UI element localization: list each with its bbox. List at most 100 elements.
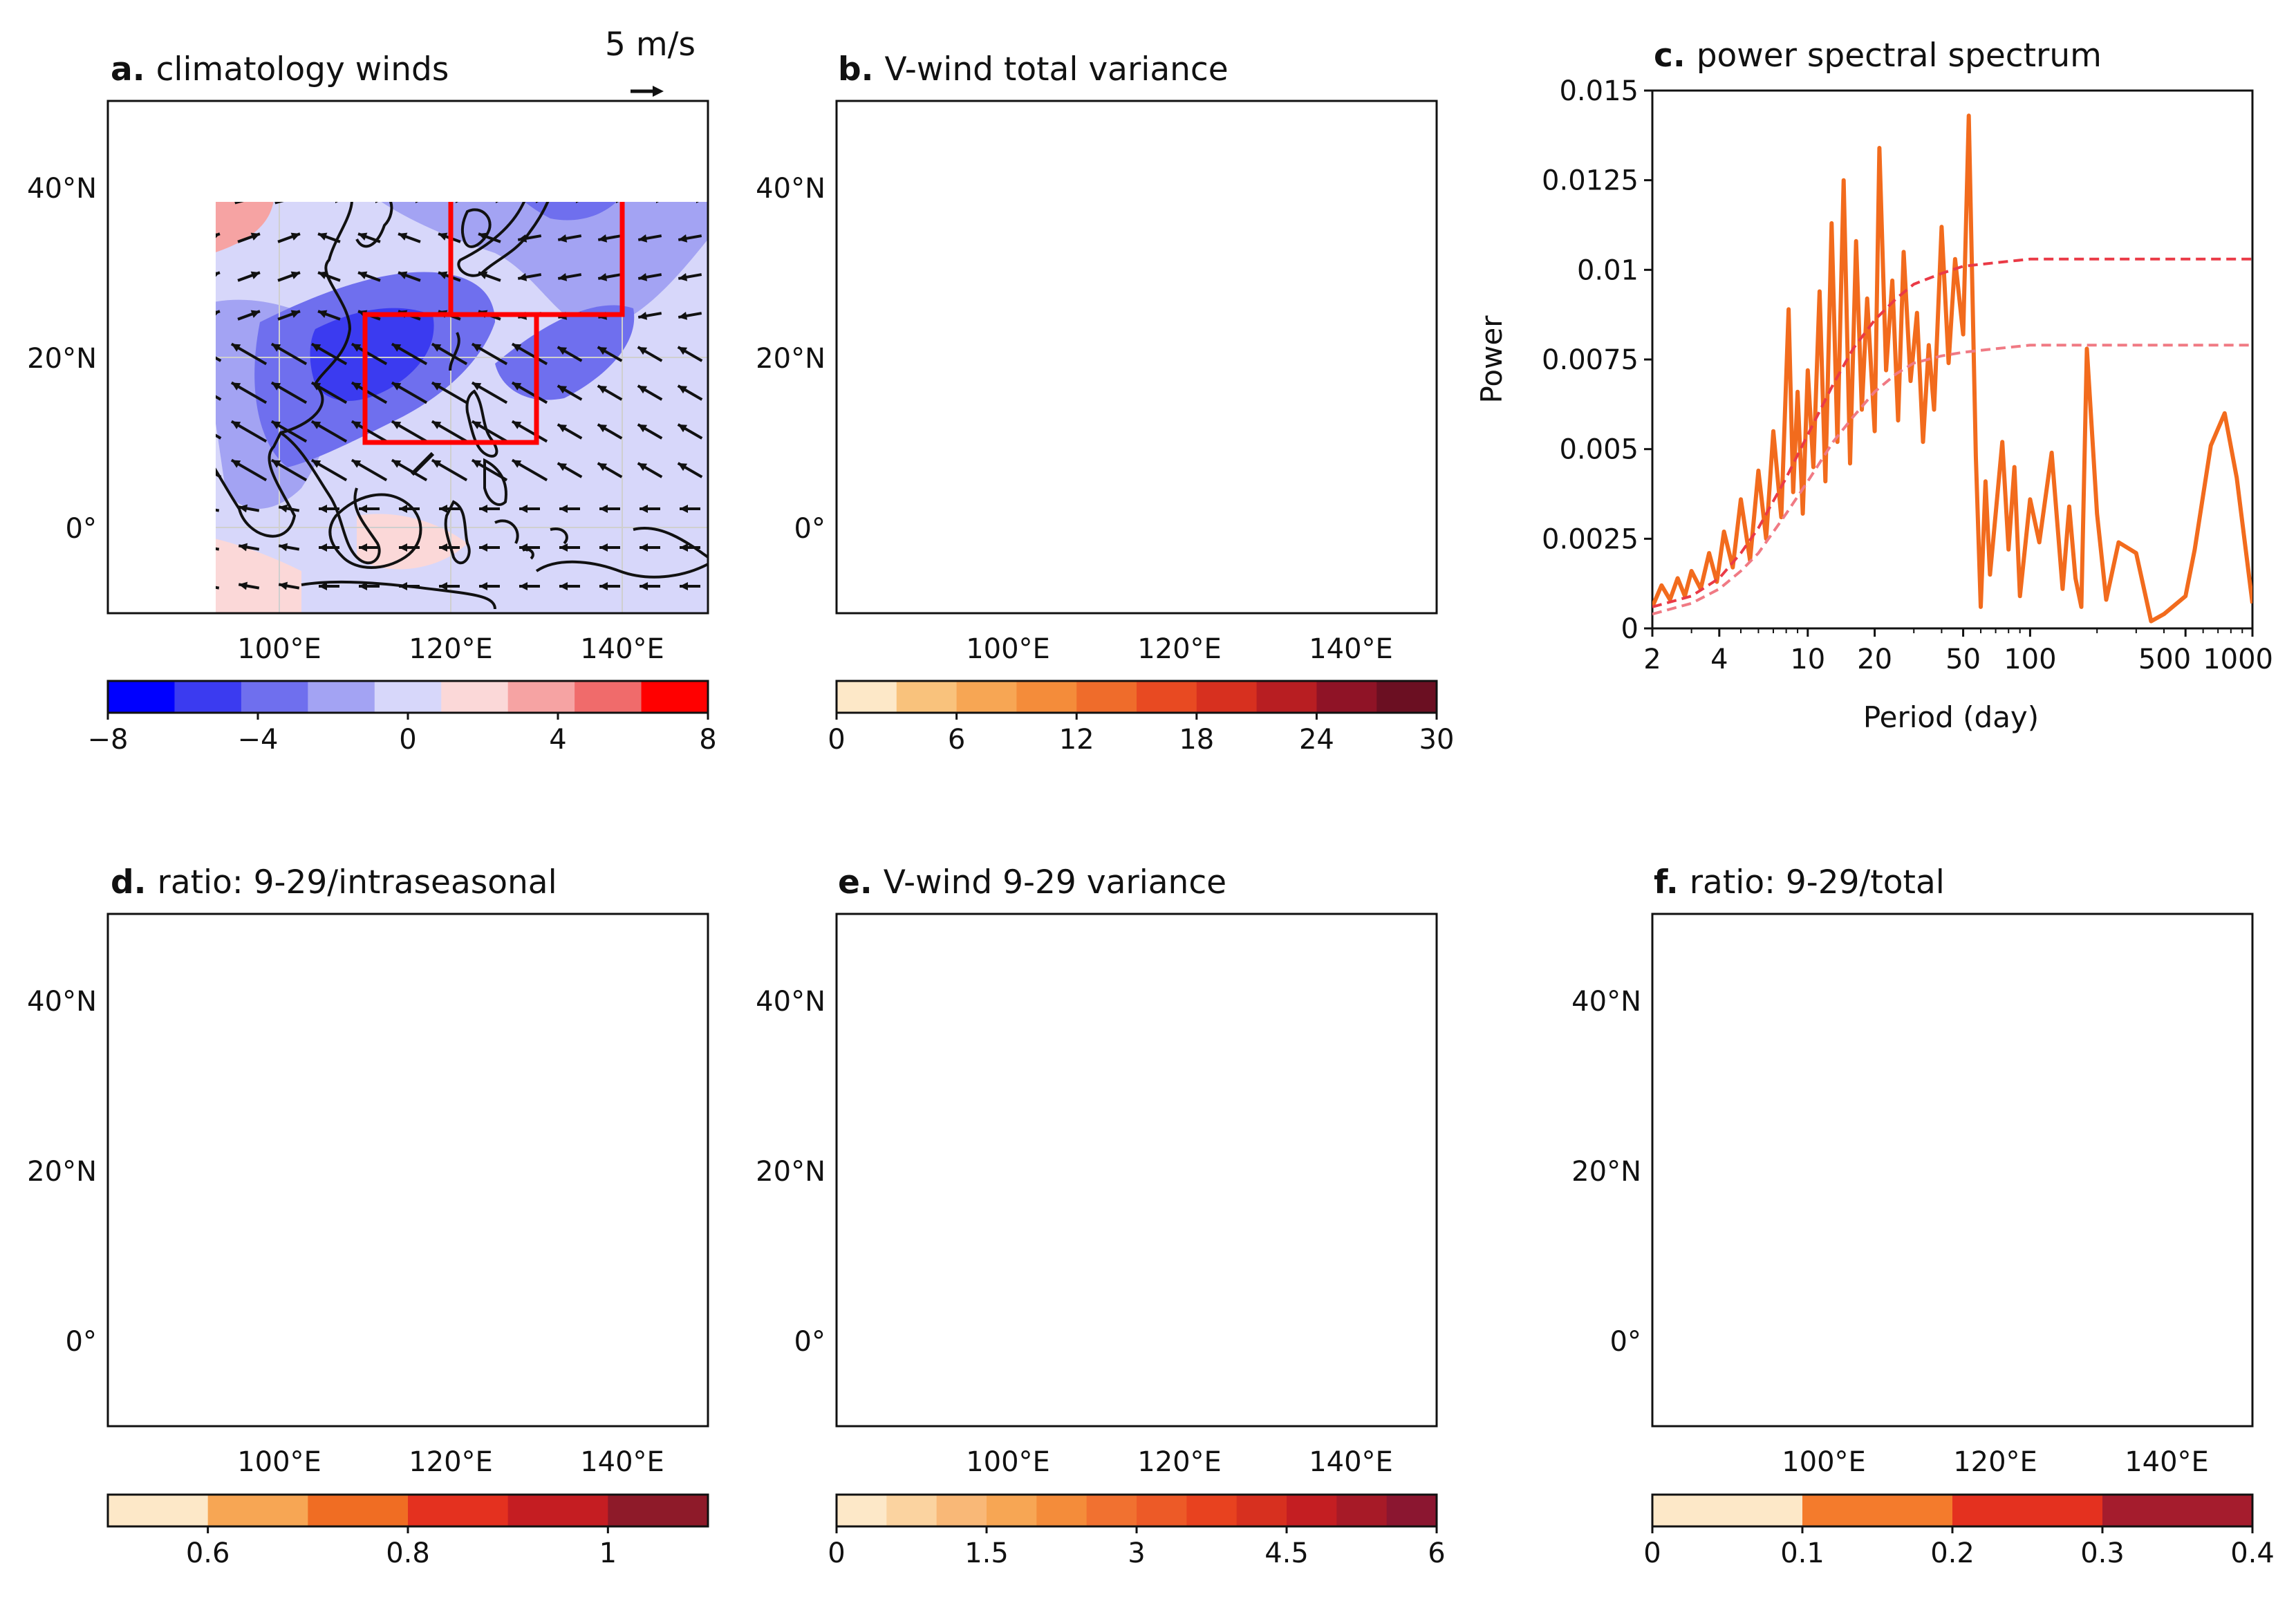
wind-vector-head xyxy=(696,156,704,165)
wind-vector xyxy=(118,584,139,588)
chart-c-ylabel: Power xyxy=(1475,315,1509,404)
wind-vector-head xyxy=(197,386,206,393)
wind-vector-head xyxy=(512,421,522,429)
svg-text:20°N: 20°N xyxy=(756,1156,825,1188)
wind-vector-head xyxy=(319,582,327,590)
wind-vector-head xyxy=(133,155,142,163)
wind-vector-head xyxy=(335,118,344,126)
colorbar-d-swatch xyxy=(408,1495,509,1526)
map-b-lat-labels: 40°N 20°N 0° xyxy=(756,173,825,545)
wind-vector-head xyxy=(358,271,368,279)
wind-vector-head xyxy=(133,116,142,124)
wind-vector-head xyxy=(250,310,260,318)
wind-vector-head xyxy=(359,543,367,552)
wind-vector-head xyxy=(174,194,183,202)
wind-vector-head xyxy=(597,347,608,355)
wind-vector-head xyxy=(597,424,608,433)
colorbar-b-tick-label: 24 xyxy=(1299,724,1334,756)
wind-vector-head xyxy=(117,347,126,355)
wind-vector-head xyxy=(239,581,248,590)
colorbar-a-swatch xyxy=(174,681,242,713)
wind-vector-head xyxy=(512,382,522,391)
colorbar-b-swatch xyxy=(896,681,958,713)
wind-vector xyxy=(117,347,141,361)
wind-vector-head xyxy=(351,382,362,391)
wind-vector xyxy=(115,118,143,126)
wind-vector-head xyxy=(254,116,263,124)
svg-text:20°N: 20°N xyxy=(27,1156,97,1188)
colorbar-b-swatch xyxy=(1076,681,1137,713)
wind-vector-head xyxy=(231,460,241,468)
colorbar-e-tick-label: 0 xyxy=(828,1537,845,1569)
wind-vector-head xyxy=(391,421,402,429)
panel-e: e. V-wind 9-29 variance 40°N 20°N 0° xyxy=(756,863,1446,1569)
wind-vector-head xyxy=(254,155,263,163)
panel-c-title: c. power spectral spectrum xyxy=(1654,37,2102,75)
colorbar-e-swatch xyxy=(1336,1495,1388,1526)
colorbar-b-tick-label: 0 xyxy=(828,724,845,756)
wind-vector-head xyxy=(398,232,408,241)
chart-c-xtick-label: 500 xyxy=(2138,644,2191,675)
wind-vector-head xyxy=(318,271,328,279)
colorbar-b-swatch xyxy=(1137,681,1197,713)
colorbar-f-swatch xyxy=(1952,1495,2103,1526)
colorbar-b-swatch xyxy=(1256,681,1317,713)
chart-c-xtick-label: 1000 xyxy=(2203,644,2273,675)
colorbar-b-swatch xyxy=(837,681,897,713)
map-d xyxy=(108,914,708,1426)
wind-vector-head xyxy=(597,463,608,471)
wind-vector-head xyxy=(335,202,338,203)
colorbar-b-swatch xyxy=(1376,681,1437,713)
wind-vector-head xyxy=(118,582,127,590)
svg-text:40°N: 40°N xyxy=(756,173,825,205)
wind-vector-head xyxy=(559,582,568,590)
svg-text:0°: 0° xyxy=(66,1326,97,1358)
wind-vector xyxy=(115,157,143,165)
svg-text:20°N: 20°N xyxy=(27,343,97,375)
colorbar-e-tick-label: 4.5 xyxy=(1264,1537,1309,1569)
wind-vector-head xyxy=(318,310,328,318)
wind-vector-head xyxy=(557,463,568,471)
svg-text:120°E: 120°E xyxy=(1137,633,1222,665)
map-a-lon-labels: 100°E 120°E 140°E xyxy=(237,633,664,665)
wind-vector-head xyxy=(557,347,568,355)
wind-vector xyxy=(216,356,222,362)
region-box-south xyxy=(365,1128,536,1255)
wind-vector-head xyxy=(271,382,281,391)
wind-vector xyxy=(117,386,141,400)
chart-c-xtick-label: 2 xyxy=(1643,644,1661,675)
wind-vector xyxy=(118,234,140,242)
svg-text:120°E: 120°E xyxy=(409,1446,493,1478)
colorbar-a-tick-label: −8 xyxy=(88,724,129,756)
wind-vector-head xyxy=(231,382,241,391)
wind-vector-head xyxy=(157,386,166,393)
panel-e-title: e. V-wind 9-29 variance xyxy=(838,863,1226,901)
wind-vector-head xyxy=(536,156,544,165)
wind-vector xyxy=(157,347,181,361)
wind-vector-head xyxy=(479,582,487,590)
chart-c-plot-area xyxy=(1651,89,2254,630)
wind-vector-head xyxy=(311,382,321,391)
wind-vector-head xyxy=(431,382,442,391)
wind-vector-head xyxy=(294,155,303,163)
wind-vector-head xyxy=(637,463,648,471)
svg-text:0°: 0° xyxy=(794,513,825,545)
wind-vector-head xyxy=(616,118,624,126)
colorbar-f: 0 0.1 0.2 0.3 0.4 xyxy=(1643,1493,2275,1569)
wind-vector-head xyxy=(133,194,142,202)
wind-vector-head xyxy=(656,118,664,126)
colorbar-e-swatch xyxy=(837,1495,887,1526)
panel-b-title: b. V-wind total variance xyxy=(838,50,1229,88)
map-e-lon-labels: 100°E 120°E 140°E xyxy=(966,1446,1393,1478)
panel-d: d. ratio: 9-29/intraseasonal 40°N 20°N 0° xyxy=(27,863,709,1569)
colorbar-f-swatch xyxy=(1652,1495,1803,1526)
wind-vector-head xyxy=(696,202,699,203)
chart-c-ytick-label: 0.005 xyxy=(1559,434,1639,466)
colorbar-a-swatch xyxy=(641,681,709,713)
colorbar-b-swatch xyxy=(1316,681,1377,713)
wind-vector-head xyxy=(431,460,442,468)
colorbar-a-tick-label: 8 xyxy=(699,724,716,756)
wind-vector xyxy=(195,118,223,126)
wind-vector-head xyxy=(479,505,487,513)
wind-vector-head xyxy=(512,344,522,352)
